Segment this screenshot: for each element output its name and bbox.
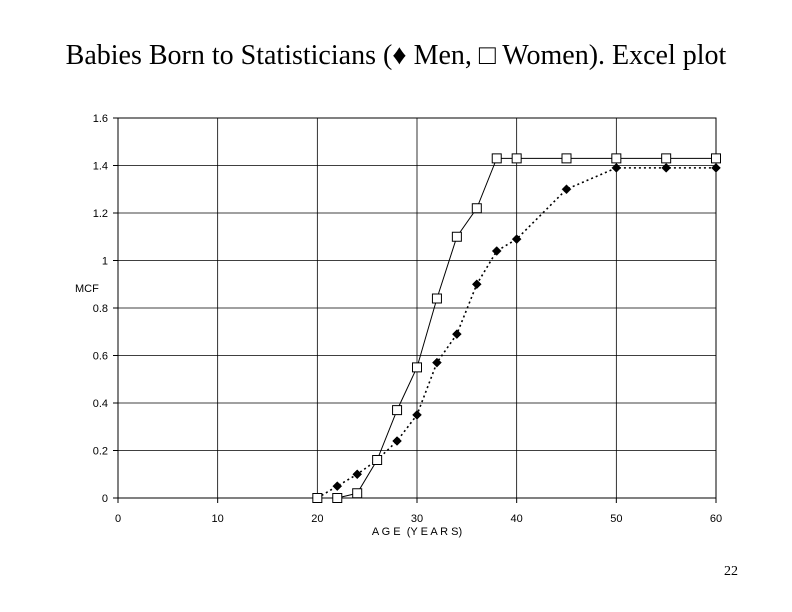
- x-tick-label: 40: [511, 513, 523, 525]
- series-women-point: [661, 153, 672, 164]
- series-women: [312, 153, 721, 503]
- y-tick-label: 0.8: [93, 303, 108, 315]
- x-tick-label: 50: [610, 513, 622, 525]
- grid-layer: [118, 118, 716, 498]
- y-tick-label: 0: [102, 493, 108, 505]
- series-women-point: [431, 293, 442, 304]
- series-women-point: [511, 153, 522, 164]
- series-men-point: [332, 481, 343, 491]
- series-layer: [312, 153, 721, 503]
- series-men-point: [561, 184, 572, 195]
- slide-title: Babies Born to Statisticians (♦ Men, □ W…: [65, 40, 727, 71]
- x-axis-label: A G E (Y E A R S): [372, 526, 462, 538]
- y-tick-label: 1.6: [93, 113, 108, 125]
- series-women-point: [451, 231, 462, 242]
- y-tick-label: 1: [102, 256, 108, 268]
- series-women-point: [312, 493, 323, 503]
- series-men-point: [661, 163, 672, 173]
- x-tick-label: 10: [212, 513, 224, 525]
- x-tick-label: 20: [311, 513, 323, 525]
- series-men-point: [392, 436, 402, 446]
- series-men-point: [611, 163, 622, 173]
- series-men-point: [352, 469, 363, 480]
- y-tick-label: 0.2: [93, 446, 108, 458]
- series-women-point: [372, 455, 383, 465]
- x-tick-label: 60: [710, 513, 722, 525]
- series-men-point: [511, 234, 522, 244]
- series-men-point: [711, 163, 721, 173]
- series-women-point: [352, 488, 363, 499]
- series-women-point: [412, 362, 422, 373]
- series-women-point: [611, 153, 622, 164]
- series-women-point: [561, 153, 572, 164]
- series-women-point: [392, 405, 403, 416]
- y-tick-label: 1.4: [93, 161, 108, 173]
- page-number: 22: [724, 564, 738, 579]
- series-women-point: [471, 203, 482, 214]
- series-women-point: [491, 153, 502, 164]
- series-men-point: [412, 410, 422, 420]
- series-men-point: [432, 357, 442, 368]
- x-tick-label: 30: [411, 513, 423, 525]
- series-men-point: [471, 279, 482, 290]
- ticks-layer: 0 10 20 30 40 50 60 0 0.2 0.4 0.6 0.8 1 1.2 1.4 1.6: [93, 113, 722, 525]
- series-women-point: [711, 153, 721, 164]
- y-axis-label: MCF: [75, 283, 99, 295]
- series-men-point: [491, 246, 502, 256]
- x-tick-label: 0: [115, 513, 121, 525]
- series-women-point: [332, 493, 343, 503]
- y-tick-label: 1.2: [93, 208, 108, 220]
- series-men-point: [452, 329, 462, 339]
- y-tick-label: 0.4: [93, 398, 108, 410]
- y-tick-label: 0.6: [93, 351, 108, 363]
